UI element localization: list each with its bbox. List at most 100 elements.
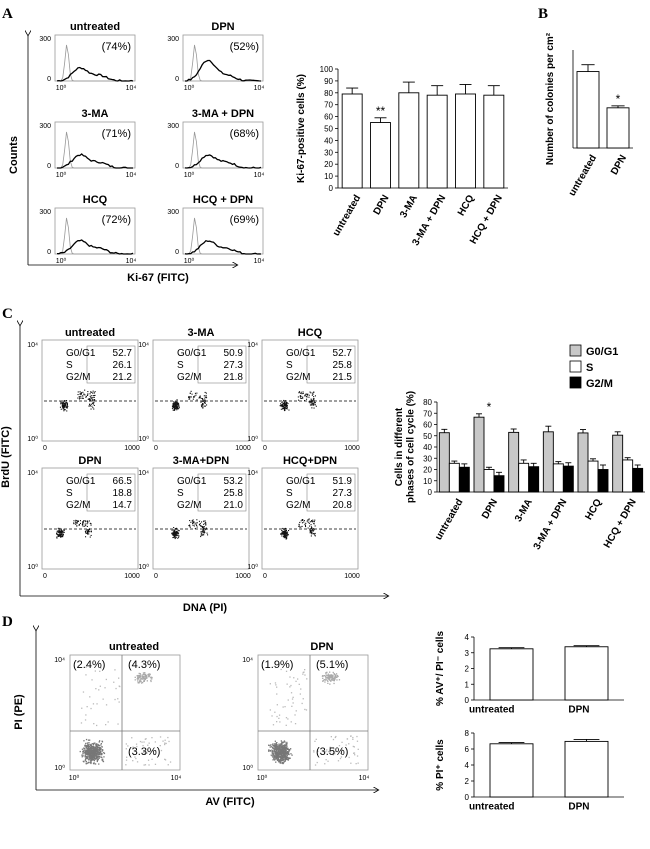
event-dot — [96, 749, 98, 751]
event-dot — [287, 718, 289, 720]
ki67-histogram-curve — [185, 59, 262, 82]
event-dot — [325, 672, 327, 674]
event-dot — [88, 530, 90, 532]
event-dot — [314, 519, 316, 521]
event-dot — [300, 395, 302, 397]
event-dot — [312, 393, 314, 395]
event-dot — [175, 532, 177, 534]
event-dot — [89, 403, 91, 405]
event-dot — [299, 693, 301, 695]
event-dot — [88, 758, 90, 760]
event-dot — [273, 758, 275, 760]
event-dot — [159, 736, 162, 738]
event-dot — [315, 405, 317, 407]
phase-value: 18.8 — [113, 488, 133, 499]
event-dot — [127, 745, 129, 747]
event-dot — [96, 743, 98, 745]
bar — [562, 465, 574, 493]
event-dot — [103, 751, 105, 754]
event-dot — [313, 407, 315, 409]
event-dot — [66, 407, 68, 409]
event-dot — [101, 753, 103, 756]
histogram-title: 3-MA + DPN — [192, 108, 254, 120]
event-dot — [303, 520, 305, 522]
event-dot — [198, 397, 200, 399]
event-dot — [86, 523, 88, 525]
event-dot — [82, 691, 85, 693]
event-dot — [285, 744, 287, 746]
event-dot — [272, 744, 274, 747]
event-dot — [86, 744, 88, 747]
event-dot — [82, 753, 84, 755]
event-dot — [314, 535, 316, 537]
event-dot — [276, 693, 278, 695]
histogram-ytick: 300 — [39, 209, 51, 216]
event-dot — [89, 739, 91, 741]
event-dot — [76, 522, 78, 524]
event-dot — [189, 520, 191, 522]
event-dot — [59, 532, 61, 534]
event-dot — [142, 678, 144, 680]
event-dot — [283, 754, 285, 756]
event-dot — [172, 537, 174, 539]
event-dot — [177, 529, 179, 531]
event-dot — [281, 402, 283, 404]
event-dot — [89, 743, 91, 746]
event-dot — [83, 520, 85, 522]
event-dot — [164, 739, 166, 741]
bar — [398, 92, 420, 189]
event-dot — [334, 677, 336, 679]
histogram-percent: (52%) — [230, 41, 259, 53]
y-tick-label: 0 — [465, 793, 470, 802]
phase-label: G2/M — [286, 500, 310, 511]
event-dot — [284, 760, 286, 762]
histogram-percent: (74%) — [102, 41, 131, 53]
y-tick-label: 60 — [423, 421, 432, 430]
event-dot — [330, 674, 332, 676]
event-dot — [62, 403, 64, 405]
event-dot — [280, 744, 282, 746]
event-dot — [327, 760, 329, 762]
event-dot — [288, 757, 290, 759]
event-dot — [89, 400, 91, 402]
event-dot — [284, 407, 286, 409]
event-dot — [272, 743, 274, 745]
event-dot — [304, 523, 306, 525]
event-dot — [96, 753, 98, 755]
event-dot — [85, 738, 88, 741]
histogram-xtick: 10⁰ — [56, 84, 67, 92]
histogram-xtick: 10⁰ — [56, 171, 67, 179]
event-dot — [83, 747, 86, 750]
event-dot — [281, 748, 283, 750]
event-dot — [117, 723, 119, 725]
event-dot — [313, 751, 315, 753]
event-dot — [173, 527, 175, 529]
event-dot — [200, 404, 202, 406]
dotplot-xtick: 0 — [154, 573, 158, 580]
event-dot — [173, 407, 175, 409]
event-dot — [63, 401, 65, 403]
event-dot — [277, 759, 279, 761]
event-dot — [322, 680, 324, 682]
event-dot — [284, 757, 286, 759]
event-dot — [95, 754, 97, 756]
event-dot — [297, 396, 299, 398]
event-dot — [173, 405, 175, 407]
histogram-xtick: 10⁴ — [254, 85, 265, 92]
event-dot — [101, 746, 103, 748]
y-tick-label: 0 — [329, 184, 334, 193]
dotplot-ytick: 10⁰ — [138, 435, 149, 443]
event-dot — [283, 755, 285, 758]
event-dot — [87, 748, 89, 750]
event-dot — [327, 682, 329, 684]
event-dot — [204, 522, 206, 524]
event-dot — [102, 698, 104, 700]
event-dot — [314, 525, 316, 527]
event-dot — [285, 531, 287, 533]
event-dot — [102, 760, 104, 762]
event-dot — [193, 396, 195, 398]
event-dot — [94, 670, 96, 672]
event-dot — [298, 391, 300, 393]
event-dot — [282, 746, 284, 748]
event-dot — [278, 750, 280, 752]
